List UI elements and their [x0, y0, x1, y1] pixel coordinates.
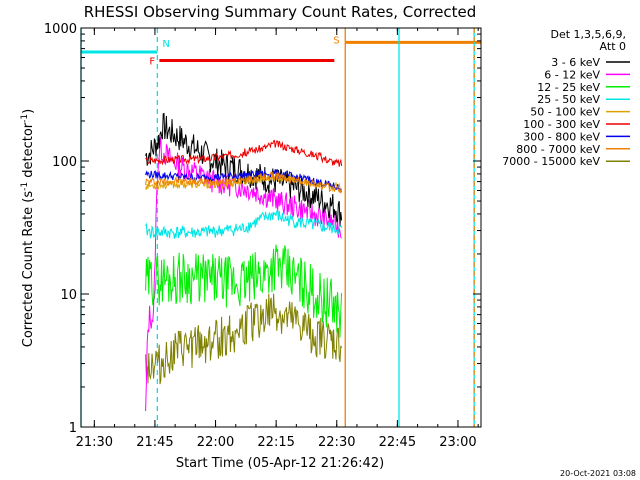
legend-entry-label: 3 - 6 keV [551, 56, 600, 69]
legend-entry-label: 50 - 100 keV [530, 106, 600, 119]
interval-label-N: N [162, 39, 169, 50]
plot-area: FN S [80, 28, 481, 427]
y-tick-label: 100 [52, 155, 77, 170]
chart-title: RHESSI Observing Summary Count Rates, Co… [84, 3, 477, 21]
x-tick-label: 22:45 [379, 435, 416, 450]
legend-header-line: Att 0 [600, 40, 626, 53]
legend-entry-label: 300 - 800 keV [523, 130, 600, 143]
legend-entry-label: 6 - 12 keV [544, 68, 600, 81]
x-tick-label: 23:00 [439, 435, 476, 450]
x-tick-label: 22:30 [318, 435, 355, 450]
series-line-1 [145, 136, 342, 412]
series-line-8 [145, 293, 343, 385]
x-tick-label: 21:45 [136, 435, 173, 450]
x-tick-label: 22:15 [257, 435, 294, 450]
y-axis-label: Corrected Count Rate (s-1 detector-1) [20, 109, 36, 347]
legend-entry-label: 25 - 50 keV [537, 93, 600, 106]
y-axis-label-sup1: -1 [20, 182, 30, 191]
series-line-2 [145, 244, 343, 338]
footer-timestamp: 20-Oct-2021 03:08 [560, 469, 636, 478]
legend-entry-label: 12 - 25 keV [537, 81, 600, 94]
plot-frame [80, 27, 482, 428]
legend-entry-label: 7000 - 15000 keV [502, 155, 600, 168]
y-tick-label: 1000 [44, 22, 77, 37]
axes: 21:30 21:45 22:00 22:15 22:30 22:45 23:00 1 10 10… [44, 22, 481, 450]
interval-label-F: F [149, 56, 155, 67]
interval-label-S: S [333, 35, 339, 46]
y-tick-label: 1 [69, 421, 77, 436]
series-line-7 [145, 171, 343, 194]
x-axis-label: Start Time (05-Apr-12 21:26:42) [176, 456, 384, 471]
y-axis-label-sup2: -1 [20, 114, 30, 123]
series-line-6 [145, 169, 343, 193]
y-axis-label-part1: Corrected Count Rate (s [21, 191, 36, 348]
series-line-3 [145, 208, 343, 240]
x-tick-label: 21:30 [76, 435, 113, 450]
legend-entry-label: 100 - 300 keV [523, 118, 600, 131]
y-axis-label-part2: detector [21, 122, 36, 182]
y-axis-label-part3: ) [21, 109, 36, 114]
y-tick-label: 10 [60, 288, 77, 303]
x-tick-label: 22:00 [197, 435, 234, 450]
legend-entry-label: 800 - 7000 keV [516, 143, 600, 156]
series-line-5 [145, 139, 343, 167]
legend-header-line: Det 1,3,5,6,9, [550, 28, 626, 41]
